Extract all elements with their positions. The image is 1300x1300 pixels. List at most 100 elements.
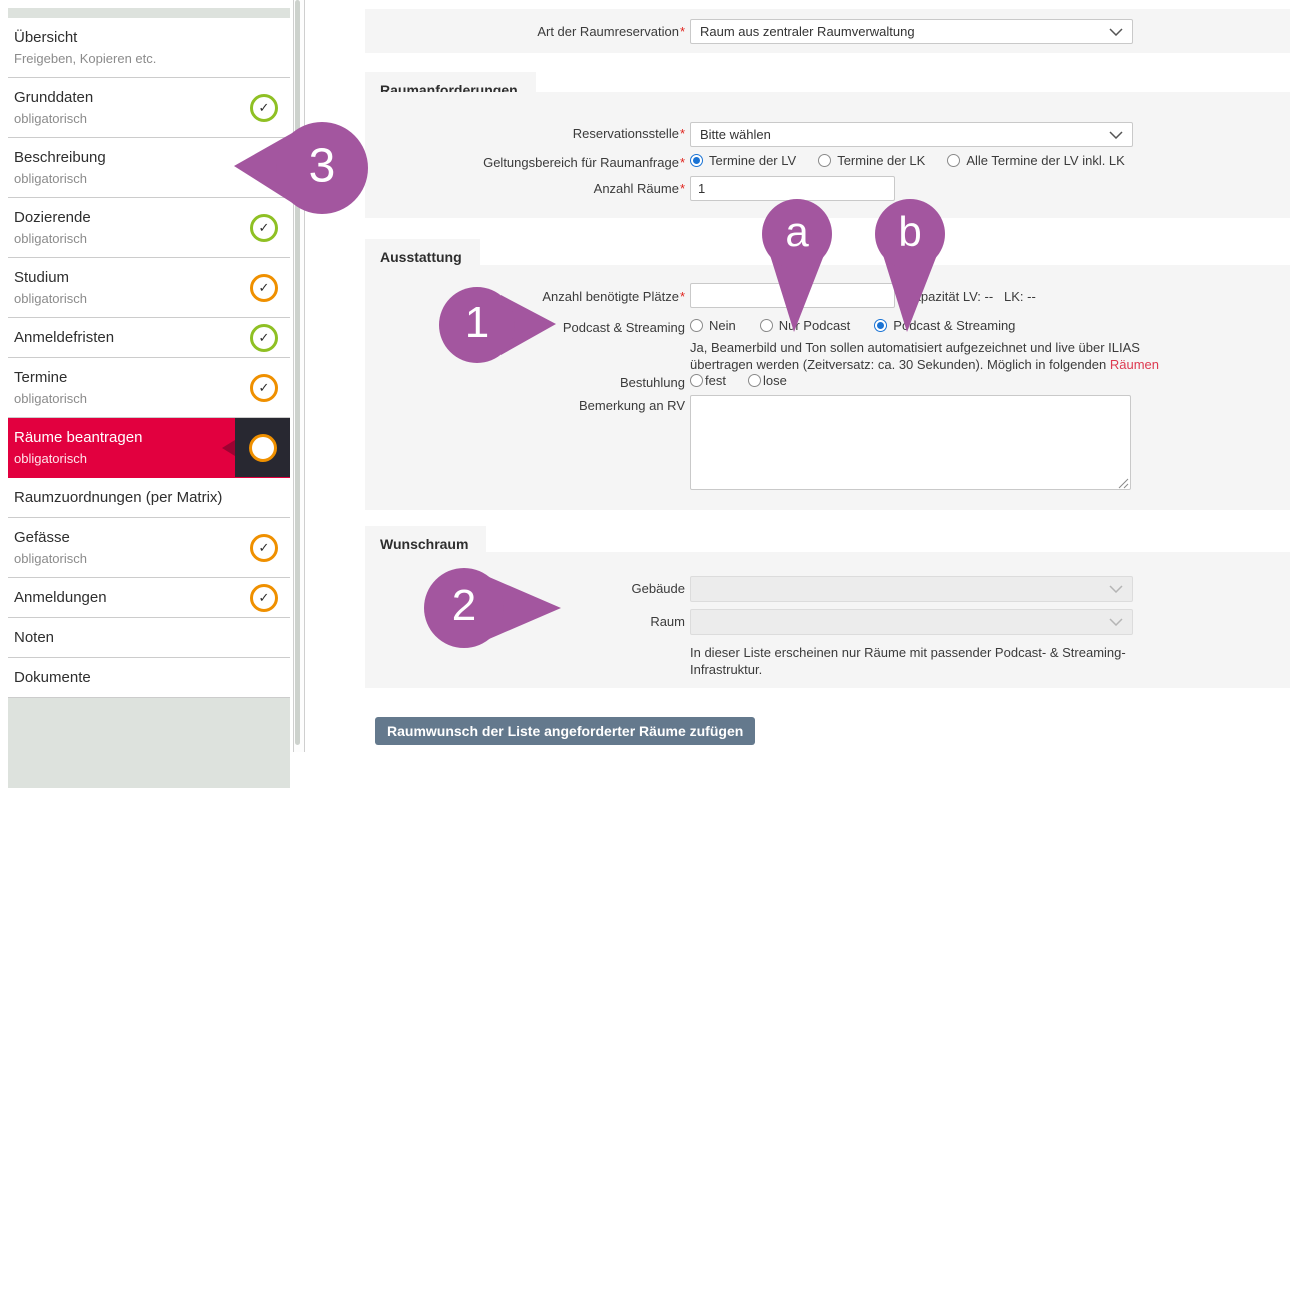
sidebar-item-anmeldungen[interactable]: Anmeldungen ✓ bbox=[8, 578, 290, 618]
sidebar-item-sublabel: obligatorisch bbox=[14, 451, 87, 466]
radio-label: fest bbox=[705, 373, 726, 388]
chevron-down-icon bbox=[1109, 27, 1123, 36]
radio-fest[interactable]: fest bbox=[690, 373, 726, 388]
radio-label: Nur Podcast bbox=[778, 318, 851, 333]
sidebar-item-label: Termine bbox=[14, 369, 68, 386]
podcast-streaming-label: Podcast & Streaming bbox=[562, 320, 685, 335]
anzahl-raeume-label: Anzahl Räume* bbox=[593, 181, 685, 196]
check-icon: ✓ bbox=[258, 220, 270, 235]
panel-art-der-raumreservation: Art der Raumreservation* Raum aus zentra… bbox=[365, 9, 1290, 53]
art-der-raumreservation-select[interactable]: Raum aus zentraler Raumverwaltung bbox=[690, 19, 1133, 44]
main-form: Art der Raumreservation* Raum aus zentra… bbox=[365, 0, 1290, 760]
radio-dot bbox=[947, 154, 961, 167]
radio-dot bbox=[690, 374, 703, 387]
panel-ausstattung: Anzahl benötigte Plätze* Kapazität LV: -… bbox=[365, 265, 1290, 510]
radio-lose[interactable]: lose bbox=[747, 373, 787, 388]
sidebar-item-label: Grunddaten bbox=[14, 89, 94, 106]
status-check-icon: ✓ bbox=[250, 93, 278, 122]
radio-dot bbox=[818, 154, 832, 167]
marker-label: 3 bbox=[308, 139, 336, 193]
status-check-icon: ✓ bbox=[250, 583, 278, 612]
podcast-radio-group: Nein Nur Podcast Podcast & Streaming bbox=[690, 318, 1015, 333]
anzahl-plaetze-input[interactable] bbox=[690, 283, 895, 308]
reservationsstelle-select[interactable]: Bitte wählen bbox=[690, 122, 1133, 147]
sidebar-item-label: Anmeldungen bbox=[14, 589, 107, 606]
geltungsbereich-label: Geltungsbereich für Raumanfrage* bbox=[483, 155, 685, 170]
sidebar-item-label: Räume beantragen bbox=[14, 429, 143, 446]
gebaeude-label: Gebäude bbox=[631, 581, 686, 596]
sidebar-item-sublabel: Freigeben, Kopieren etc. bbox=[14, 51, 157, 66]
check-icon: ✓ bbox=[257, 440, 268, 455]
radio-dot bbox=[690, 319, 703, 332]
required-mark: * bbox=[679, 181, 685, 196]
sidebar-item-label: Raumzuordnungen (per Matrix) bbox=[14, 489, 223, 506]
sidebar-item-studium[interactable]: Studium obligatorisch ✓ bbox=[8, 258, 290, 318]
sidebar-item-dokumente[interactable]: Dokumente ✓ bbox=[8, 658, 290, 698]
sidebar-item-label: Beschreibung bbox=[14, 149, 106, 166]
anzahl-raeume-input[interactable] bbox=[690, 176, 895, 201]
section-tab-ausstattung: Ausstattung bbox=[365, 239, 480, 265]
reservationsstelle-label: Reservationsstelle* bbox=[572, 126, 685, 141]
gebaeude-select[interactable] bbox=[690, 576, 1133, 602]
check-icon: ✓ bbox=[258, 330, 270, 345]
bemerkung-label: Bemerkung an RV bbox=[579, 398, 685, 413]
wunschraum-help-text: In dieser Liste erscheinen nur Räume mit… bbox=[690, 645, 1126, 677]
sidebar-item-raumzuordnungen[interactable]: Raumzuordnungen (per Matrix) ✓ bbox=[8, 478, 290, 518]
section-title: Wunschraum bbox=[380, 536, 469, 552]
radio-dot bbox=[690, 154, 703, 167]
radio-podcast-streaming[interactable]: Podcast & Streaming bbox=[874, 318, 1015, 333]
radio-termine-der-lk[interactable]: Termine der LK bbox=[818, 153, 925, 168]
sidebar-item-sublabel: obligatorisch bbox=[14, 171, 87, 186]
radio-label: Nein bbox=[709, 318, 736, 333]
section-title: Ausstattung bbox=[380, 249, 462, 265]
scrollbar-thumb[interactable] bbox=[295, 0, 300, 745]
required-mark: * bbox=[679, 289, 685, 304]
required-mark: * bbox=[679, 155, 685, 170]
raum-label: Raum bbox=[650, 614, 685, 629]
raumwunsch-zufuegen-button[interactable]: Raumwunsch der Liste angeforderter Räume… bbox=[375, 717, 756, 745]
radio-label: Termine der LV bbox=[709, 153, 797, 168]
sidebar-item-label: Übersicht bbox=[14, 29, 78, 46]
radio-alle-termine[interactable]: Alle Termine der LV inkl. LK bbox=[947, 153, 1125, 168]
bemerkung-textarea[interactable] bbox=[690, 395, 1131, 490]
sidebar-item-gefaesse[interactable]: Gefässe obligatorisch ✓ bbox=[8, 518, 290, 578]
select-value: Raum aus zentraler Raumverwaltung bbox=[700, 24, 915, 39]
check-icon: ✓ bbox=[258, 540, 270, 555]
radio-label: Podcast & Streaming bbox=[893, 318, 1016, 333]
sidebar-item-sublabel: obligatorisch bbox=[14, 551, 87, 566]
sidebar-item-anmeldefristen[interactable]: Anmeldefristen ✓ bbox=[8, 318, 290, 358]
radio-termine-der-lv[interactable]: Termine der LV bbox=[690, 153, 796, 168]
chevron-down-icon bbox=[1109, 618, 1123, 626]
bestuhlung-label: Bestuhlung bbox=[619, 375, 685, 390]
raum-select[interactable] bbox=[690, 609, 1133, 635]
status-check-icon: ✓ bbox=[250, 213, 278, 242]
radio-nein[interactable]: Nein bbox=[690, 318, 736, 333]
sidebar-item-uebersicht[interactable]: Übersicht Freigeben, Kopieren etc. ✓ bbox=[8, 18, 290, 78]
status-check-icon: ✓ bbox=[250, 373, 278, 402]
sidebar-item-dozierende[interactable]: Dozierende obligatorisch ✓ bbox=[8, 198, 290, 258]
active-item-status-box: ✓ bbox=[235, 418, 290, 477]
sidebar-item-noten[interactable]: Noten ✓ bbox=[8, 618, 290, 658]
sidebar-item-raeume-beantragen[interactable]: Räume beantragen obligatorisch ✓ bbox=[8, 418, 290, 478]
sidebar-item-grunddaten[interactable]: Grunddaten obligatorisch ✓ bbox=[8, 78, 290, 138]
radio-nur-podcast[interactable]: Nur Podcast bbox=[759, 318, 851, 333]
vertical-scrollbar[interactable] bbox=[293, 0, 305, 752]
check-icon: ✓ bbox=[258, 590, 270, 605]
sidebar-item-label: Anmeldefristen bbox=[14, 329, 115, 346]
sidebar-top-strip bbox=[8, 8, 290, 18]
chevron-down-icon bbox=[1109, 130, 1123, 139]
sidebar-item-termine[interactable]: Termine obligatorisch ✓ bbox=[8, 358, 290, 418]
radio-label: Termine der LK bbox=[837, 153, 926, 168]
bestuhlung-radio-group: fest lose bbox=[690, 373, 787, 388]
radio-label: Alle Termine der LV inkl. LK bbox=[966, 153, 1125, 168]
active-item-arrow bbox=[222, 439, 235, 456]
status-check-icon: ✓ bbox=[248, 433, 277, 462]
panel-wunschraum: Gebäude Raum In dieser Liste erscheinen … bbox=[365, 552, 1290, 688]
status-check-icon: ✓ bbox=[250, 323, 278, 352]
sidebar-item-beschreibung[interactable]: Beschreibung obligatorisch ✓ bbox=[8, 138, 290, 198]
raeumen-link[interactable]: Räumen bbox=[1109, 357, 1160, 372]
check-icon: ✓ bbox=[258, 380, 270, 395]
check-icon: ✓ bbox=[258, 100, 270, 115]
sidebar-item-label: Gefässe bbox=[14, 529, 70, 546]
anzahl-plaetze-label: Anzahl benötigte Plätze* bbox=[542, 289, 685, 304]
